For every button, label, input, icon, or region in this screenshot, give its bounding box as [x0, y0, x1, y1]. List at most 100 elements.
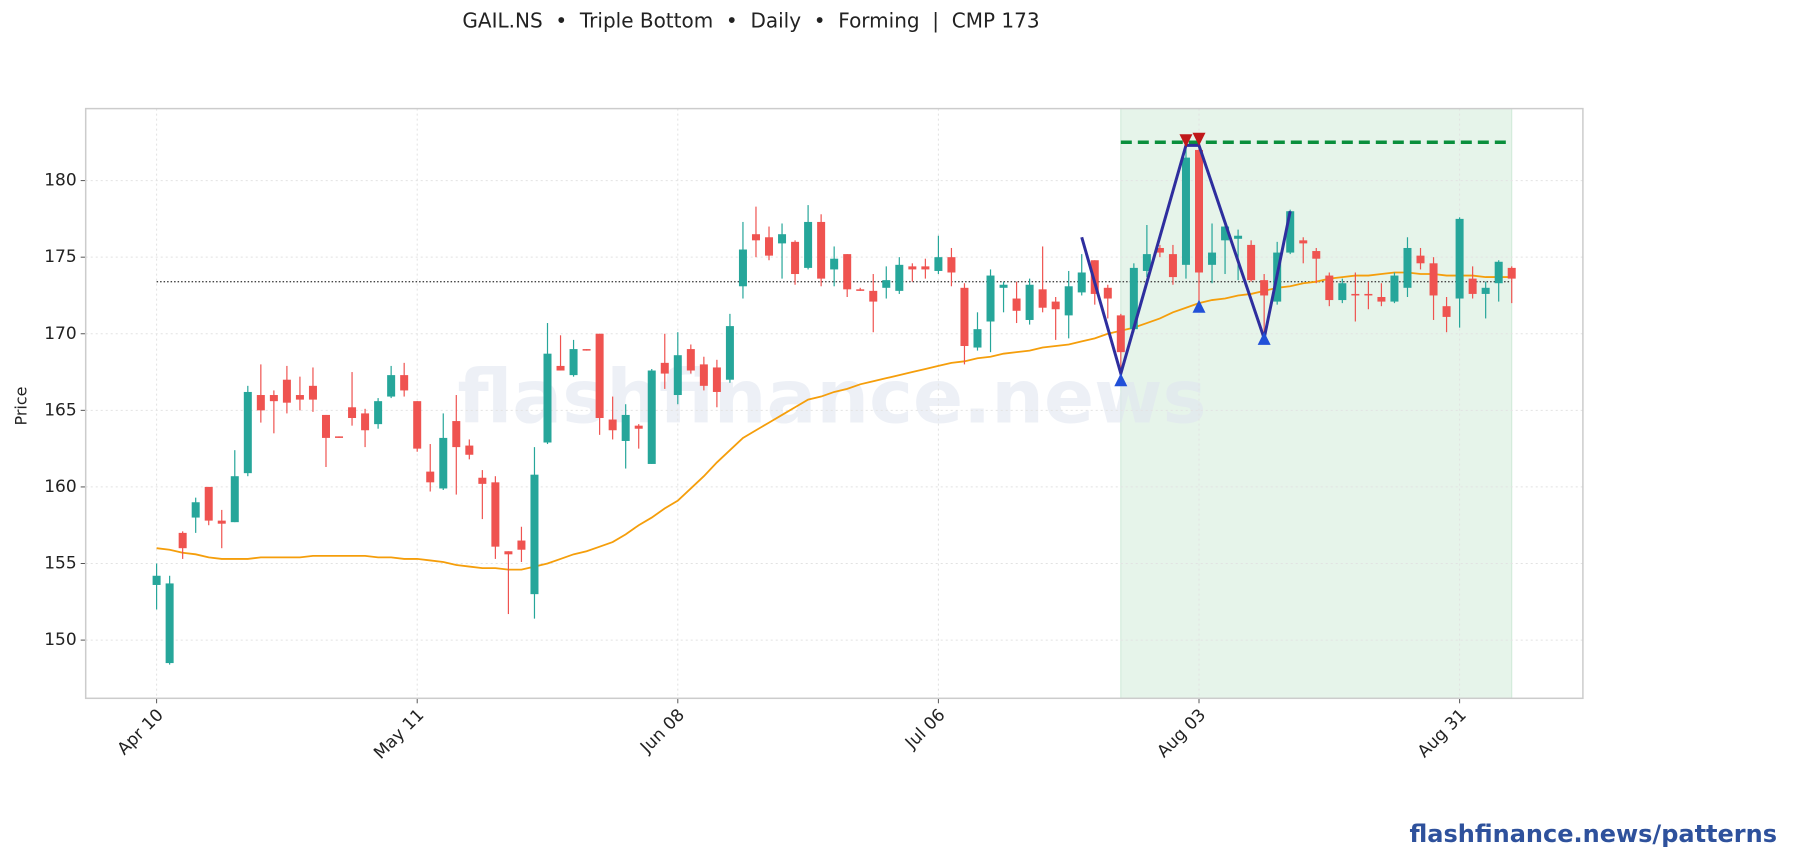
candle-body — [934, 257, 943, 271]
candle-body — [517, 540, 526, 550]
x-tick-label: Aug 03 — [1153, 705, 1210, 762]
candle-body — [348, 407, 357, 419]
candle-body — [452, 421, 461, 448]
x-tick-label: Jun 08 — [636, 705, 689, 758]
pattern-low-marker — [1114, 373, 1128, 387]
candle-body — [1221, 226, 1230, 241]
candle-body — [699, 364, 708, 386]
candle-body — [999, 284, 1008, 288]
candle-body — [1025, 284, 1034, 320]
candle-body — [1064, 286, 1073, 316]
candle-body — [569, 349, 578, 376]
candle-body — [1494, 261, 1503, 284]
candle-body — [1507, 267, 1516, 279]
candle-body — [791, 241, 800, 275]
candle-body — [1312, 251, 1321, 259]
y-tick-label: 175 — [44, 247, 76, 267]
candle-body — [256, 395, 265, 411]
candle-body — [361, 413, 370, 431]
candle-body — [1299, 240, 1308, 244]
candle-body — [335, 436, 344, 438]
candle-body — [817, 221, 826, 279]
candle-body — [738, 249, 747, 287]
candle-body — [804, 221, 813, 268]
candle-body — [230, 476, 239, 523]
candle-body — [1077, 272, 1086, 293]
candle-body — [778, 234, 787, 244]
candle-body — [387, 375, 396, 397]
candle-body — [947, 257, 956, 273]
candle-body — [751, 234, 760, 241]
y-tick-label: 155 — [44, 554, 76, 574]
candle-body — [634, 425, 643, 429]
candle-body — [647, 370, 656, 464]
y-axis-label: Price — [12, 386, 31, 425]
x-tick-label: Apr 10 — [114, 705, 168, 759]
candle-body — [765, 237, 774, 256]
candle-body — [1416, 255, 1425, 264]
candle-body — [1195, 149, 1203, 273]
candle-body — [1481, 287, 1490, 294]
candle-body — [543, 353, 552, 443]
candle-body — [1403, 247, 1412, 288]
candle-body — [308, 385, 317, 400]
pattern-high-marker — [1179, 134, 1193, 148]
candle-body — [1442, 306, 1451, 317]
y-tick-label: 150 — [44, 630, 76, 650]
candle-body — [673, 355, 682, 396]
x-tick-label: May 11 — [370, 705, 428, 763]
candle-body — [1351, 293, 1360, 296]
candle-body — [608, 419, 617, 431]
candle-body — [1377, 296, 1386, 302]
candle-body — [400, 375, 409, 391]
candle-body — [1208, 252, 1217, 265]
candle-body — [686, 349, 695, 371]
candle-body — [1468, 278, 1477, 294]
candle-body — [530, 474, 539, 595]
candle-body — [426, 471, 435, 483]
candle-body — [478, 477, 487, 484]
y-tick-label: 180 — [44, 171, 76, 191]
y-tick-label: 160 — [44, 477, 76, 497]
candle-body — [465, 445, 474, 455]
footer-link: flashfinance.news/patterns — [1409, 820, 1777, 848]
candle-body — [1338, 283, 1347, 301]
candle-body — [882, 280, 891, 288]
candle-body — [973, 329, 982, 348]
candle-body — [1038, 289, 1047, 308]
pattern-zigzag — [1080, 143, 1292, 380]
candle-body — [921, 266, 930, 270]
candle-body — [413, 401, 422, 449]
candle-body — [178, 532, 187, 549]
candle-body — [1142, 254, 1151, 271]
candle-body — [830, 258, 839, 270]
candle-body — [725, 326, 734, 380]
candle-body — [204, 486, 213, 521]
candle-body — [1247, 244, 1256, 281]
candle-body — [191, 502, 200, 518]
moving-average — [156, 271, 1512, 571]
candle-body — [595, 333, 604, 419]
candle-body — [243, 391, 252, 474]
candle-body — [1168, 254, 1177, 278]
candle-body — [1364, 293, 1373, 296]
candle-body — [504, 551, 513, 555]
candle-body — [282, 379, 291, 403]
candle-body — [1103, 287, 1112, 299]
x-tick-label: Jul 06 — [901, 705, 949, 753]
candle-body — [660, 362, 669, 374]
y-tick-label: 165 — [44, 400, 76, 420]
candle-body — [321, 414, 330, 438]
candle-body — [165, 583, 174, 664]
candle-body — [1429, 263, 1438, 296]
candle-body — [960, 287, 969, 347]
candle-body — [895, 264, 904, 291]
candle-body — [1260, 280, 1269, 296]
candle-body — [217, 520, 226, 524]
y-tick-label: 170 — [44, 324, 76, 344]
candle-body — [269, 395, 278, 402]
candle-body — [712, 367, 721, 392]
chart-title: GAIL.NS • Triple Bottom • Daily • Formin… — [462, 9, 1039, 33]
pattern-low-marker — [1192, 299, 1206, 313]
